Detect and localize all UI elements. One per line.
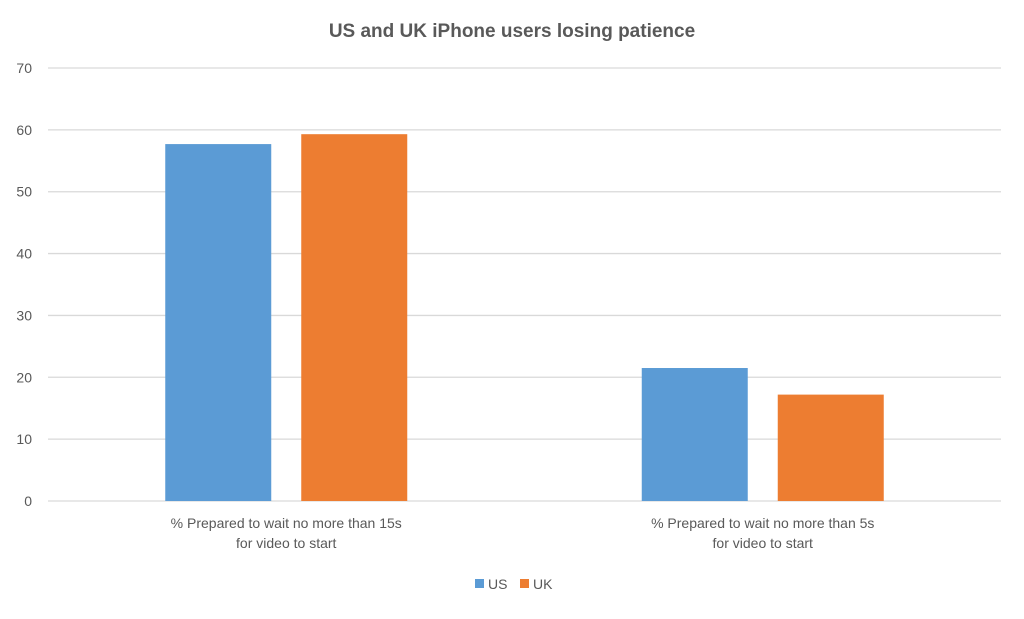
y-tick-label: 30	[16, 307, 32, 323]
bar-us	[641, 368, 748, 501]
chart-title: US and UK iPhone users losing patience	[329, 21, 695, 42]
y-tick-label: 40	[16, 246, 32, 262]
x-tick-label: for video to start	[236, 535, 336, 551]
legend-swatch-uk	[520, 579, 529, 588]
legend-label-uk: UK	[533, 576, 553, 592]
bar-uk	[777, 394, 884, 501]
y-tick-label: 50	[16, 184, 32, 200]
y-tick-label: 70	[16, 60, 32, 76]
x-tick-label: % Prepared to wait no more than 15s	[171, 515, 402, 531]
bar-us	[165, 144, 272, 501]
bar-uk	[301, 134, 408, 502]
y-tick-label: 60	[16, 122, 32, 138]
y-tick-label: 20	[16, 369, 32, 385]
legend-label-us: US	[488, 576, 507, 592]
legend-swatch-us	[475, 579, 484, 588]
x-tick-label: % Prepared to wait no more than 5s	[651, 515, 874, 531]
x-tick-label: for video to start	[713, 535, 813, 551]
y-tick-label: 0	[24, 493, 32, 509]
y-tick-label: 10	[16, 431, 32, 447]
